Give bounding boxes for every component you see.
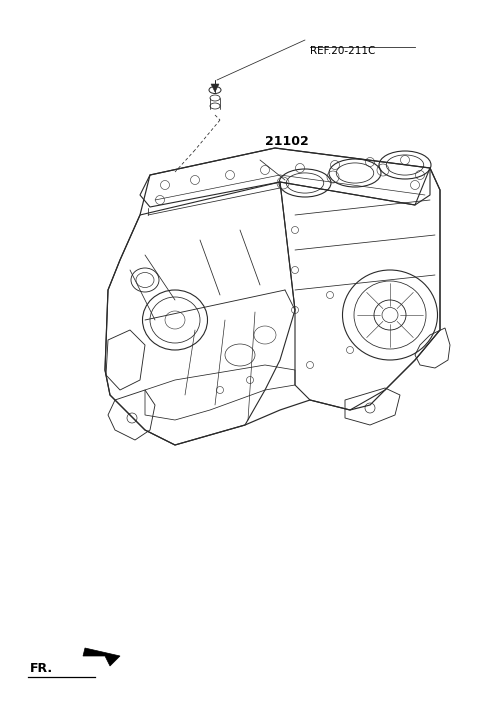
Text: REF.20-211C: REF.20-211C xyxy=(310,46,375,56)
Text: FR.: FR. xyxy=(30,662,53,674)
Polygon shape xyxy=(211,84,219,92)
Text: 21102: 21102 xyxy=(265,135,309,148)
Polygon shape xyxy=(83,648,120,666)
